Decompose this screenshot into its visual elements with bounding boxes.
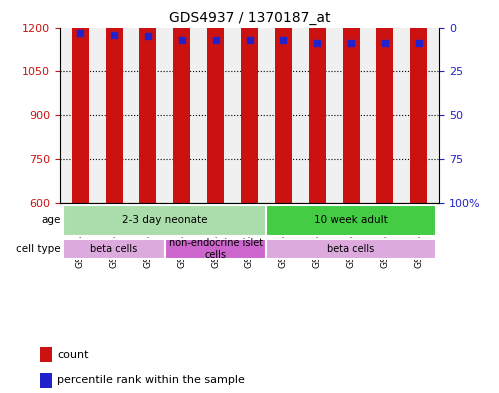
Bar — [410, 0, 427, 203]
Bar — [106, 0, 123, 203]
Bar — [173, 0, 190, 203]
Text: 2-3 day neonate: 2-3 day neonate — [122, 215, 208, 225]
Title: GDS4937 / 1370187_at: GDS4937 / 1370187_at — [169, 11, 330, 25]
Point — [279, 37, 287, 43]
Point — [144, 33, 152, 39]
FancyBboxPatch shape — [165, 239, 266, 259]
Point — [246, 37, 253, 43]
FancyBboxPatch shape — [266, 239, 436, 259]
Bar — [139, 0, 156, 203]
Point — [381, 40, 389, 46]
Bar — [241, 0, 258, 203]
Bar — [309, 0, 326, 203]
Text: percentile rank within the sample: percentile rank within the sample — [57, 375, 246, 385]
FancyBboxPatch shape — [63, 205, 266, 236]
Point — [415, 40, 423, 46]
Point — [76, 29, 84, 36]
Text: beta cells: beta cells — [327, 244, 375, 254]
Bar — [343, 0, 360, 203]
Point — [347, 40, 355, 46]
Text: 10 week adult: 10 week adult — [314, 215, 388, 225]
Text: beta cells: beta cells — [90, 244, 138, 254]
Text: non-endocrine islet
cells: non-endocrine islet cells — [169, 238, 262, 260]
Bar — [40, 373, 52, 388]
Bar — [275, 0, 292, 203]
Point — [313, 40, 321, 46]
Point — [212, 37, 220, 43]
Bar — [207, 0, 224, 203]
Bar — [72, 0, 89, 203]
Text: count: count — [57, 350, 89, 360]
Point — [110, 31, 118, 38]
Bar — [40, 347, 52, 362]
Bar — [376, 0, 393, 203]
Text: age: age — [41, 215, 60, 225]
FancyBboxPatch shape — [63, 239, 165, 259]
Point — [178, 37, 186, 43]
Text: cell type: cell type — [16, 244, 60, 254]
FancyBboxPatch shape — [266, 205, 436, 236]
